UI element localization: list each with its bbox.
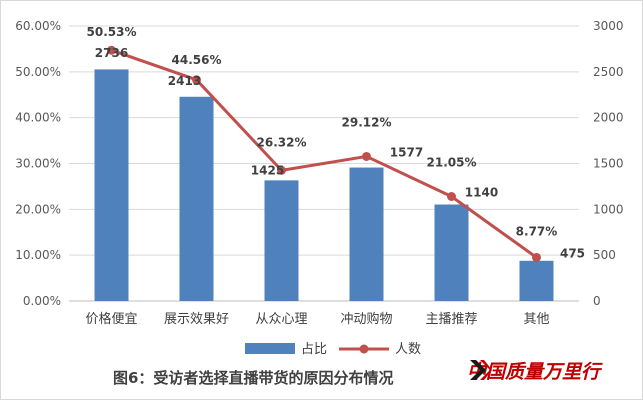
bar-data-label: 26.32%: [257, 135, 307, 149]
watermark: 中国质量万里行: [467, 357, 600, 384]
line-point: [532, 252, 541, 262]
y-right-tick-label: 0: [593, 294, 601, 308]
y-left-tick-label: 10.00%: [15, 248, 61, 262]
line-data-label: 2736: [95, 46, 128, 60]
y-right-tick-label: 2000: [593, 111, 624, 125]
category-label: 主播推荐: [425, 312, 477, 327]
y-left-tick-label: 0.00%: [23, 294, 61, 308]
bar: [519, 260, 554, 301]
line-data-label: 475: [560, 246, 585, 260]
line-point: [277, 165, 286, 175]
chart-caption: 图6：受访者选择直播带货的原因分布情况: [113, 369, 394, 387]
legend-swatch-marker: [359, 344, 369, 354]
category-label: 价格便宜: [85, 311, 137, 327]
category-label: 冲动购物: [340, 311, 392, 327]
bar: [264, 180, 299, 301]
line-data-label: 1577: [390, 145, 423, 159]
category-label: 其他: [523, 312, 549, 327]
bar: [434, 204, 469, 301]
y-right-tick-label: 1000: [593, 202, 624, 216]
bar: [349, 167, 384, 301]
line-data-label: 1425: [251, 163, 284, 177]
line-point: [362, 151, 371, 161]
y-left-tick-label: 40.00%: [15, 111, 61, 125]
category-label: 展示效果好: [164, 312, 229, 327]
line-point: [107, 45, 116, 55]
series-line: [111, 48, 538, 259]
brand-logo-icon: [470, 360, 492, 380]
watermark-text: 中国质量万里行: [467, 361, 601, 383]
y-right-tick-label: 2500: [593, 65, 624, 79]
bar-data-label: 29.12%: [342, 115, 392, 129]
y-right-tick-label: 3000: [593, 19, 624, 33]
y-left-tick-label: 60.00%: [15, 19, 61, 33]
line-data-label: 2413: [168, 74, 201, 88]
bar-data-label: 8.77%: [516, 224, 558, 238]
bar-data-label: 21.05%: [427, 156, 477, 170]
bar-data-label: 44.56%: [172, 53, 222, 67]
y-left-tick-label: 30.00%: [15, 157, 61, 171]
bar-data-label: 50.53%: [87, 25, 137, 39]
y-right-tick-label: 500: [593, 248, 616, 262]
line-point: [447, 192, 456, 201]
y-right-tick-label: 1500: [593, 157, 624, 171]
bar: [94, 69, 129, 301]
legend-swatch-bar: [245, 343, 295, 354]
y-left-tick-label: 50.00%: [15, 65, 61, 79]
y-left-tick-label: 20.00%: [15, 202, 61, 216]
bar: [179, 96, 214, 302]
legend-label: 人数: [395, 342, 421, 357]
category-label: 从众心理: [255, 312, 307, 327]
legend-label: 占比: [301, 342, 327, 357]
line-data-label: 1140: [465, 186, 498, 200]
line-point: [192, 75, 201, 85]
